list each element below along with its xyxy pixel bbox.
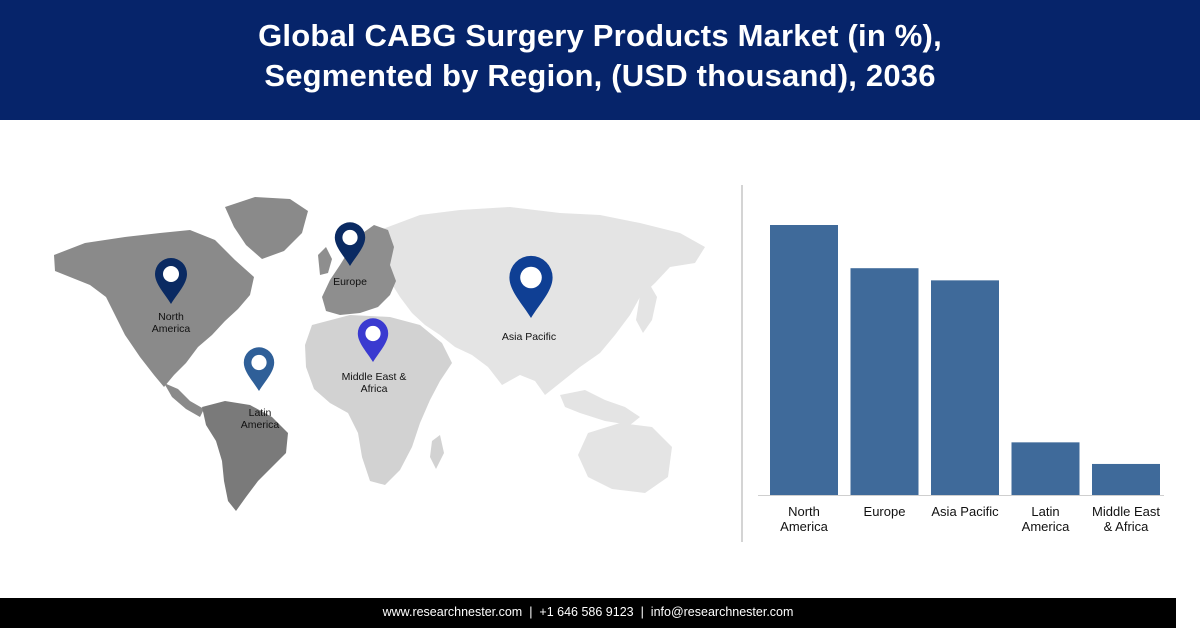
x-tick-label: America [1022,519,1070,534]
world-map [40,185,720,520]
bar [770,225,838,495]
map-europe [322,225,396,315]
map-australia [578,423,672,493]
footer-separator-2: | [640,605,644,619]
map-central-america [164,383,204,417]
page-title-line-2: Segmented by Region, (USD thousand), 203… [264,58,936,93]
footer-email: info@researchnester.com [650,605,794,619]
x-tick-label: & Africa [1104,519,1150,534]
map-south-america [202,401,288,511]
page-title-line-1: Global CABG Surgery Products Market (in … [258,18,942,53]
x-tick-label: America [780,519,828,534]
chart-divider [741,185,743,542]
bar [1011,442,1080,495]
footer-phone: +1 646 586 9123 [539,605,634,619]
x-tick-label: Europe [864,504,906,519]
map-japan [636,285,657,333]
map-greenland [225,197,308,259]
world-map-graphic [54,197,705,511]
x-tick-label: Middle East [1092,504,1160,519]
footer-website: www.researchnester.com [382,605,523,619]
x-tick-label: Asia Pacific [931,504,999,519]
bar [931,280,999,495]
x-tick-label: North [788,504,820,519]
bar [850,268,919,495]
footer-separator-1: | [529,605,533,619]
bar [1092,463,1160,495]
map-africa [305,315,452,485]
footer-bar: www.researchnester.com | +1 646 586 9123… [0,598,1176,628]
x-tick-label: Latin [1031,504,1059,519]
title-banner: Global CABG Surgery Products Market (in … [0,0,1200,120]
map-north-america [54,230,254,387]
map-uk [318,247,332,275]
map-madagascar [430,435,444,469]
map-se-asia [560,390,640,425]
